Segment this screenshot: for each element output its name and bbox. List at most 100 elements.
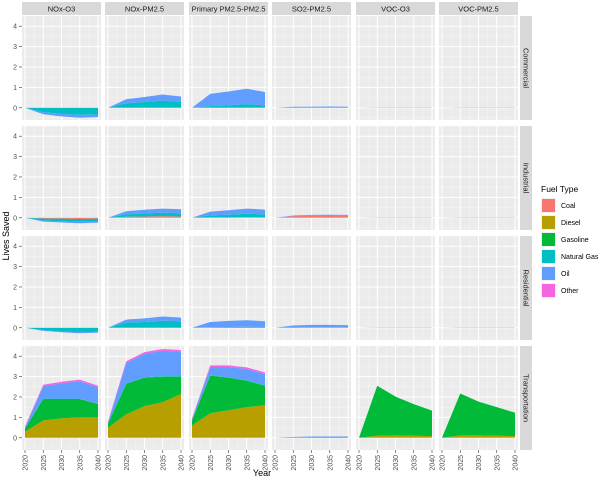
panel-transportation-voc-o3 [356,345,435,450]
area-series-group [25,379,98,438]
area-natural-gas [192,104,265,108]
legend-label: Other [561,288,579,295]
area-series-group [108,316,181,328]
area-series-group [359,385,432,438]
x-tick-label: 2040 [430,455,437,471]
y-tick-label: 3 [13,264,17,271]
area-series-group [108,94,181,108]
strip-industrial: Industrial [520,126,532,230]
area-diesel [359,435,432,438]
legend-item-natural-gas: Natural Gas [541,249,599,264]
legend: Fuel Type Coal Diesel Gasoline Natural Gas O… [541,184,599,298]
legend-item-gasoline: Gasoline [541,232,589,247]
y-tick-label: 3 [13,374,17,381]
row-strip-label: Residential [522,269,531,306]
row-strip-label: Commercial [522,48,531,88]
strip-voc-pm2-5: VOC-PM2.5 [439,2,518,15]
x-tick-label: 2035 [160,455,167,471]
panel-residential-so2-pm2-5 [272,235,351,340]
legend-item-coal: Coal [541,198,576,213]
column-strip-label: NOx-PM2.5 [125,5,164,14]
area-gasoline [359,385,432,438]
x-tick-label: 2020 [440,455,447,471]
area-diesel [192,405,265,438]
panel-industrial-primary-pm2-5-pm2-5 [189,125,268,230]
area-oil [25,381,98,429]
area-natural-gas [108,320,181,328]
area-gasoline [25,399,98,432]
area-series-group [25,327,98,334]
area-series-group [108,349,181,438]
strip-transportation: Transportation [520,346,532,450]
y-tick-label: 0 [13,105,17,112]
area-diesel [442,435,515,438]
area-other [192,365,265,420]
x-tick-label: 2030 [309,455,316,471]
x-tick-label: 2025 [458,455,465,471]
panel-residential-voc-pm2-5 [439,235,518,340]
strip-background [22,2,101,15]
legend-label: Coal [561,203,576,210]
strip-background [520,16,532,120]
x-tick-label: 2030 [476,455,483,471]
strip-commercial: Commercial [520,16,532,120]
x-tick-label: 2025 [124,455,131,471]
row-strip-label: Industrial [522,163,531,194]
y-axis-title: Lives Saved [1,211,11,260]
panel-residential-nox-o3 [22,235,101,340]
x-tick-label: 2040 [513,455,520,471]
area-oil [192,88,265,108]
y-tick-label: 3 [13,154,17,161]
area-natural-gas [25,107,98,115]
area-series-group [192,208,265,218]
legend-item-other: Other [541,283,579,298]
x-tick-label: 2025 [208,455,215,471]
panel-residential-primary-pm2-5-pm2-5 [189,235,268,340]
area-oil [108,208,181,218]
x-tick-label: 2020 [23,455,30,471]
strip-background [356,2,435,15]
legend-title: Fuel Type [541,184,578,194]
area-gasoline [192,375,265,426]
panel-transportation-nox-pm2-5 [105,345,184,450]
panel-transportation-so2-pm2-5 [272,345,351,450]
x-tick-label: 2035 [244,455,251,471]
legend-swatch [542,199,555,212]
legend-item-oil: Oil [541,266,570,281]
area-natural-gas [25,327,98,333]
area-natural-gas [25,217,98,222]
area-coal [275,215,348,218]
area-oil [192,320,265,328]
strip-background [105,2,184,15]
x-tick-label: 2040 [179,455,186,471]
panel-residential-nox-pm2-5 [105,235,184,340]
y-tick-label: 4 [13,134,17,141]
strip-voc-o3: VOC-O3 [356,2,435,15]
panel-transportation-voc-pm2-5 [439,345,518,450]
panel-commercial-so2-pm2-5 [272,15,351,120]
x-tick-label: 2025 [375,455,382,471]
y-tick-label: 2 [13,394,17,401]
panel-transportation-nox-o3 [22,345,101,450]
x-tick-label: 2030 [226,455,233,471]
panel-commercial-voc-o3 [356,15,435,120]
column-strip-label: Primary PM2.5-PM2.5 [192,5,266,14]
area-series-group [275,436,348,438]
x-tick-label: 2035 [77,455,84,471]
x-tick-label: 2030 [59,455,66,471]
area-gasoline [108,376,181,428]
area-oil [25,107,98,118]
y-tick-label: 0 [13,325,17,332]
y-tick-label: 4 [13,244,17,251]
area-natural-gas [108,212,181,218]
x-tick-label: 2025 [291,455,298,471]
strip-primary-pm2-5-pm2-5: Primary PM2.5-PM2.5 [189,2,268,15]
panel-commercial-nox-pm2-5 [105,15,184,120]
x-tick-label: 2035 [411,455,418,471]
y-tick-label: 4 [13,24,17,31]
x-tick-label: 2030 [142,455,149,471]
x-tick-label: 2030 [393,455,400,471]
legend-swatch [542,284,555,297]
panel-industrial-nox-pm2-5 [105,125,184,230]
